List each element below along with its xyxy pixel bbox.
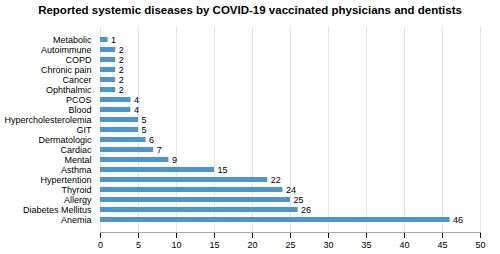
svg-text:20: 20 — [247, 240, 257, 250]
svg-text:Autoimmune: Autoimmune — [41, 45, 92, 55]
svg-text:2: 2 — [119, 55, 124, 65]
svg-text:Asthma: Asthma — [61, 165, 92, 175]
svg-text:Allergy: Allergy — [64, 195, 92, 205]
svg-text:PCOS: PCOS — [66, 95, 92, 105]
svg-text:24: 24 — [286, 185, 296, 195]
svg-text:22: 22 — [271, 175, 281, 185]
svg-text:7: 7 — [157, 145, 162, 155]
svg-text:5: 5 — [142, 115, 147, 125]
svg-text:25: 25 — [294, 195, 304, 205]
svg-text:15: 15 — [209, 240, 219, 250]
svg-text:50: 50 — [475, 240, 485, 250]
svg-text:2: 2 — [119, 65, 124, 75]
html-text:Reported systemic diseases by: Reported systemic diseases by COVID-19 v… — [38, 4, 462, 16]
svg-text:9: 9 — [172, 155, 177, 165]
svg-text:30: 30 — [323, 240, 333, 250]
svg-text:Cardiac: Cardiac — [60, 145, 92, 155]
svg-text:1: 1 — [111, 35, 116, 45]
svg-text:Anemia: Anemia — [61, 215, 92, 225]
svg-text:Diabetes Mellitus: Diabetes Mellitus — [23, 205, 92, 215]
svg-text:40: 40 — [399, 240, 409, 250]
svg-text:5: 5 — [142, 125, 147, 135]
svg-text:2: 2 — [119, 85, 124, 95]
svg-text:4: 4 — [134, 95, 139, 105]
svg-text:46: 46 — [453, 214, 464, 225]
svg-text:6: 6 — [149, 135, 154, 145]
svg-text:Ophthalmic: Ophthalmic — [46, 85, 92, 95]
svg-text:Chronic pain: Chronic pain — [41, 65, 92, 75]
svg-text:GIT: GIT — [77, 125, 93, 135]
svg-text:25: 25 — [285, 240, 295, 250]
svg-text:Mental: Mental — [64, 155, 91, 165]
svg-text:Hypercholesterolemia: Hypercholesterolemia — [4, 115, 91, 125]
svg-text:2: 2 — [119, 45, 124, 55]
svg-text:5: 5 — [136, 240, 141, 250]
svg-text:Dermatologic: Dermatologic — [38, 135, 92, 145]
svg-text:4: 4 — [134, 105, 139, 115]
svg-text:Hypertention: Hypertention — [40, 175, 91, 185]
svg-text:45: 45 — [437, 240, 447, 250]
svg-text:15: 15 — [218, 165, 228, 175]
svg-text:Blood: Blood — [68, 105, 91, 115]
svg-text:2: 2 — [119, 75, 124, 85]
svg-text:Cancer: Cancer — [62, 75, 91, 85]
svg-text:COPD: COPD — [65, 55, 92, 65]
svg-text:Metabolic: Metabolic — [53, 35, 92, 45]
svg-text:10: 10 — [171, 240, 181, 250]
svg-text:0: 0 — [98, 240, 103, 250]
svg-text:Thyroid: Thyroid — [61, 185, 91, 195]
svg-text:35: 35 — [361, 240, 371, 250]
svg-text:26: 26 — [301, 205, 311, 215]
